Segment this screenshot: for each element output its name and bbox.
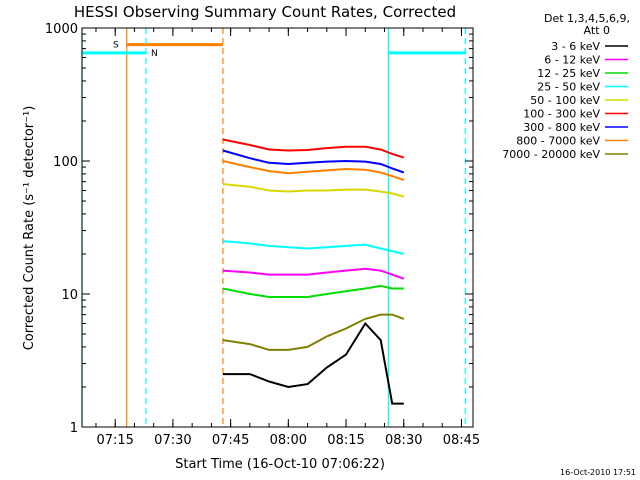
y-tick-label: 1000	[45, 22, 78, 37]
series-line-3-6kev	[222, 321, 404, 405]
series-line-6-12kev	[222, 267, 405, 280]
legend-label: 300 - 800 keV	[523, 121, 600, 134]
legend-label: 100 - 300 keV	[523, 108, 600, 121]
legend-header: Att 0	[584, 24, 610, 37]
x-tick-label: 07:45	[212, 433, 249, 448]
plot-frame	[81, 27, 474, 428]
series-line-7000-20000kev	[222, 313, 405, 351]
saa-label: S	[113, 41, 119, 51]
x-tick-label: 08:45	[443, 433, 480, 448]
y-tick-label: 100	[53, 155, 78, 170]
y-tick-label: 1	[70, 421, 78, 436]
series-line-300-800kev	[222, 149, 405, 174]
x-tick-label: 08:30	[385, 433, 422, 448]
x-tick-label: 08:15	[327, 433, 364, 448]
y-axis-label: Corrected Count Rate (s⁻¹ detector⁻¹)	[22, 106, 37, 351]
legend-label: 7000 - 20000 keV	[502, 148, 600, 161]
legend-label: 12 - 25 keV	[537, 67, 600, 80]
y-tick-label: 10	[61, 288, 78, 303]
series-line-800-7000kev	[222, 160, 405, 181]
x-axis-label: Start Time (16-Oct-10 07:06:22)	[175, 457, 385, 472]
legend-header: Det 1,3,4,5,6,9,	[544, 12, 630, 25]
series-line-25-50kev	[222, 240, 405, 255]
x-tick-label: 08:00	[270, 433, 307, 448]
series-line-12-25kev	[222, 284, 404, 298]
x-tick-label: 07:30	[154, 433, 191, 448]
series-line-50-100kev	[222, 183, 405, 198]
legend-label: 800 - 7000 keV	[516, 135, 600, 148]
chart-title: HESSI Observing Summary Count Rates, Cor…	[74, 3, 456, 21]
legend-label: 50 - 100 keV	[530, 94, 600, 107]
series-line-100-300kev	[222, 138, 405, 159]
footer-timestamp: 16-Oct-2010 17:51	[560, 468, 636, 477]
night-label: N	[151, 49, 158, 59]
legend-label: 25 - 50 keV	[537, 81, 600, 94]
legend-label: 6 - 12 keV	[544, 54, 600, 67]
x-tick-label: 07:15	[96, 433, 133, 448]
legend-label: 3 - 6 keV	[551, 40, 600, 53]
